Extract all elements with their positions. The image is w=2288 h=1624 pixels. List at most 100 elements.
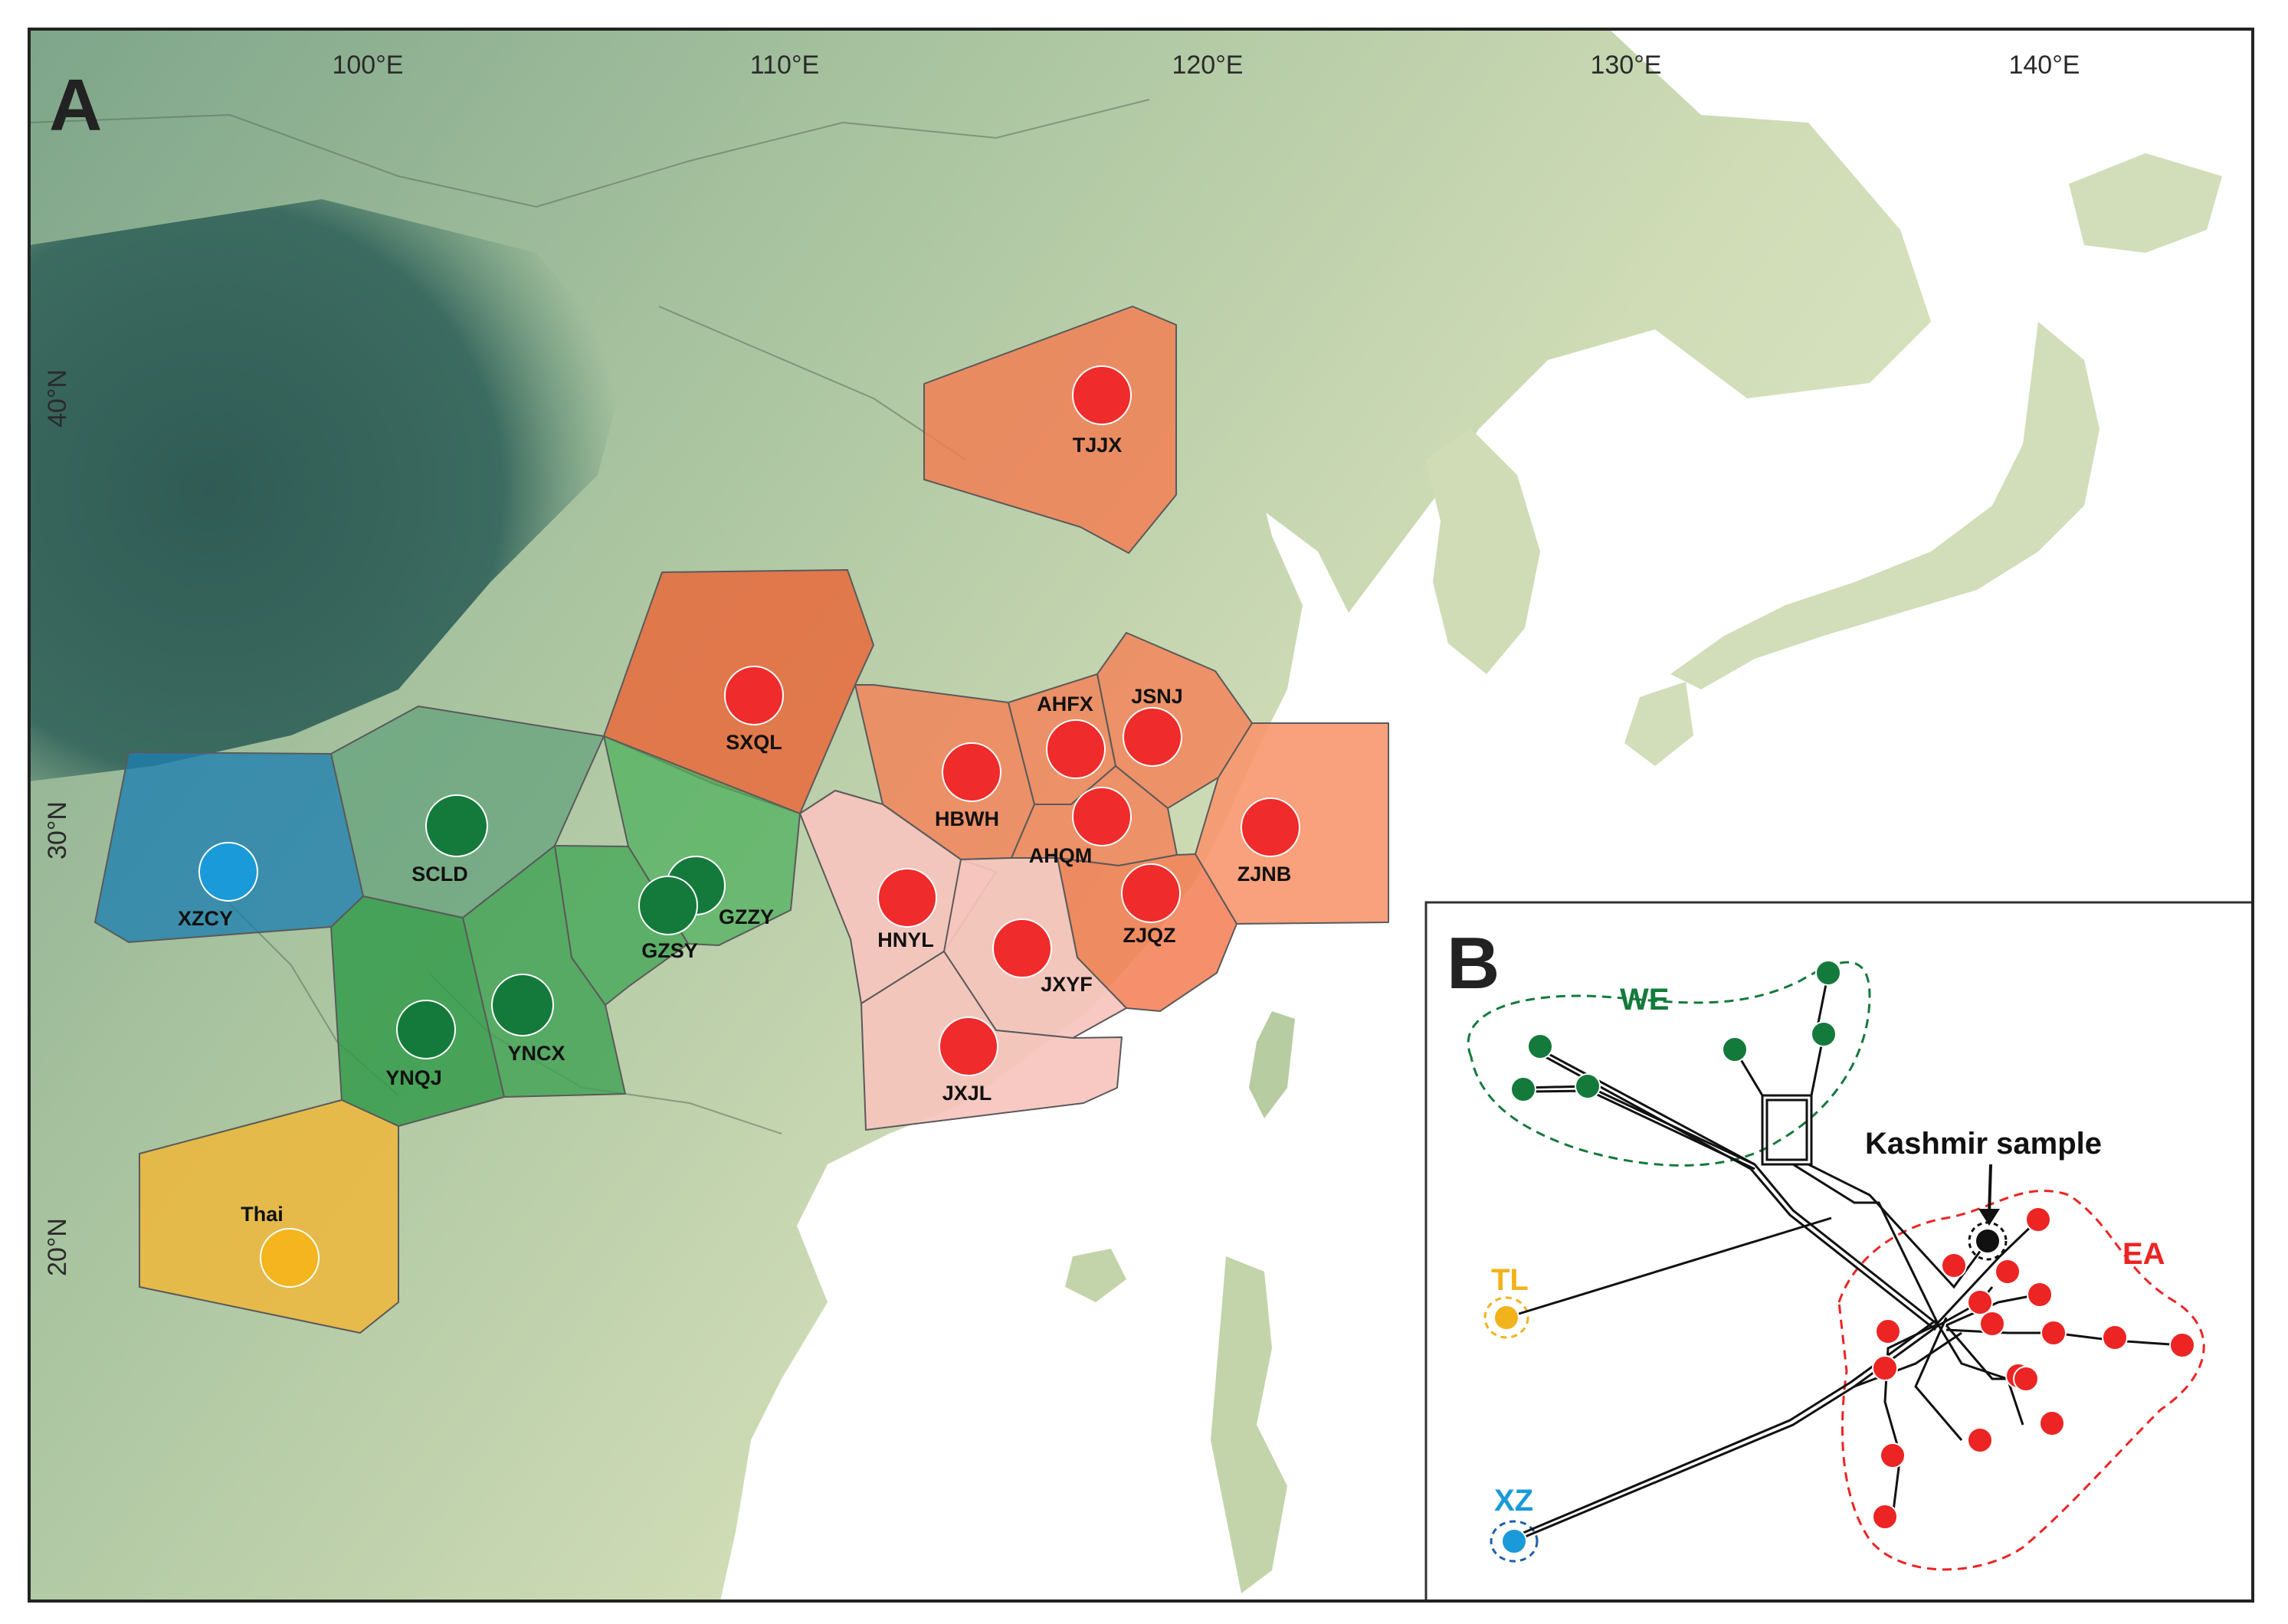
- group-hull-tl: [1483, 1296, 1529, 1339]
- group-label-we: WE: [1620, 983, 1669, 1017]
- kashmir-arrowhead: [1978, 1209, 2000, 1226]
- site-dot-ynqj: [491, 974, 554, 1036]
- site-dot-jxjl: [939, 1017, 998, 1076]
- japan-honshu: [1670, 322, 2100, 689]
- node-ea-7: [2041, 1320, 2067, 1346]
- network-nodes: [1493, 960, 2195, 1554]
- site-dot-tjjx: [1072, 365, 1132, 425]
- node-ea-13: [2013, 1366, 2039, 1392]
- site-label-jsnj: JSNJ: [1131, 685, 1183, 708]
- node-ea-2: [1941, 1252, 1967, 1279]
- node-ea-14: [2039, 1410, 2065, 1436]
- node-tl: [1493, 1305, 1519, 1331]
- japan-hokkaido: [2069, 153, 2222, 253]
- site-dot-ahfx: [1046, 719, 1106, 779]
- node-ea-16: [1880, 1442, 1906, 1468]
- tibetan-plateau: [29, 199, 628, 781]
- borders: [29, 99, 1150, 1135]
- site-dot-sxql: [724, 666, 784, 725]
- site-label-jxjl: JXJL: [942, 1082, 992, 1105]
- site-dot-hnyl: [877, 868, 937, 928]
- node-ea-9: [2169, 1332, 2195, 1358]
- group-label-tl: TL: [1491, 1263, 1529, 1297]
- node-xz: [1501, 1528, 1527, 1554]
- site-label-sxql: SXQL: [726, 731, 782, 754]
- site-dots: [198, 365, 1300, 1288]
- site-label-ahfx: AHFX: [1037, 692, 1093, 715]
- site-label-hbwh: HBWH: [935, 807, 999, 830]
- site-label-gzsy: GZSY: [641, 939, 698, 962]
- site-label-zjnb: ZJNB: [1237, 863, 1292, 886]
- node-we-2: [1510, 1076, 1536, 1102]
- region-polygons: [94, 306, 1389, 1334]
- site-dot-zjqz: [1121, 863, 1181, 923]
- kashmir-arrow: [1988, 1164, 1992, 1216]
- site-label-gzzy: GZZY: [719, 905, 774, 928]
- panel-b-letter: B: [1447, 922, 1500, 1004]
- node-we-5: [1811, 1021, 1837, 1047]
- node-ea-15: [1967, 1427, 1993, 1453]
- node-we-3: [1575, 1073, 1601, 1099]
- map-frame: [28, 28, 2254, 1603]
- site-label-zjqz: ZJQZ: [1123, 924, 1175, 947]
- lon-label-100e: 100°E: [332, 51, 403, 80]
- node-ea-11: [1872, 1355, 1898, 1381]
- lon-label-120e: 120°E: [1172, 51, 1243, 80]
- node-ea-6: [1979, 1311, 2005, 1337]
- site-label-ahqm: AHQM: [1029, 844, 1093, 867]
- node-ea-5: [2027, 1282, 2053, 1308]
- korea-peninsula: [1425, 429, 1540, 674]
- group-label-ea: EA: [2122, 1237, 2165, 1271]
- lon-label-140e: 140°E: [2008, 51, 2080, 80]
- group-hull-xz: [1490, 1520, 1539, 1563]
- site-label-jxyf: JXYF: [1041, 973, 1093, 996]
- site-dot-hbwh: [942, 742, 1001, 802]
- lat-label-40n: 40°N: [43, 369, 72, 427]
- group-label-xz: XZ: [1494, 1484, 1533, 1518]
- site-dot-xzcy: [198, 842, 258, 902]
- node-we-6: [1815, 960, 1841, 986]
- site-dot-gzsy: [638, 876, 698, 935]
- site-dot-ahqm: [1072, 787, 1132, 846]
- site-label-thai: Thai: [241, 1203, 284, 1226]
- node-ea-1: [2025, 1207, 2051, 1233]
- site-label-hnyl: HNYL: [877, 928, 934, 951]
- site-dot-zjnb: [1241, 797, 1300, 857]
- kashmir-callout: Kashmir sample: [1865, 1127, 2102, 1161]
- site-label-xzcy: XZCY: [178, 907, 233, 930]
- node-ea-10: [1875, 1318, 1901, 1344]
- node-we-4: [1722, 1036, 1748, 1062]
- network-inset: WE TL XZ EA Kashmir sample B: [1426, 902, 2253, 1601]
- site-label-yncx: YNQJ: [385, 1066, 442, 1089]
- site-label-ynqj: YNCX: [507, 1042, 565, 1065]
- lat-label-20n: 20°N: [43, 1218, 72, 1276]
- site-dot-yncx: [396, 1000, 456, 1059]
- panel-a-letter: A: [49, 64, 102, 146]
- lon-label-110e: 110°E: [750, 51, 819, 80]
- site-label-tjjx: TJJX: [1073, 434, 1123, 457]
- lat-label-30n: 30°N: [43, 801, 72, 859]
- site-dot-scld: [425, 794, 488, 857]
- site-dot-jsnj: [1123, 707, 1182, 767]
- node-ea-17: [1872, 1504, 1898, 1530]
- node-ea-8: [2102, 1324, 2128, 1351]
- site-labels: TJJX SXQL HBWH AHFX JSNJ AHQM ZJNB HNYL …: [178, 434, 1291, 1226]
- taiwan-island: [1249, 1011, 1295, 1118]
- node-kashmir: [1975, 1228, 2001, 1254]
- site-dot-thai: [260, 1228, 320, 1288]
- lon-label-130e: 130°E: [1590, 51, 1661, 80]
- site-dot-jxyf: [992, 918, 1052, 978]
- node-we-1: [1527, 1033, 1553, 1059]
- japan-kyushu: [1624, 682, 1693, 766]
- region-thai: [139, 1099, 399, 1334]
- group-hull-ea: [1837, 1190, 2205, 1571]
- node-ea-4: [1967, 1289, 1993, 1315]
- node-ea-3: [1995, 1259, 2021, 1285]
- hainan-island: [1065, 1249, 1126, 1302]
- longitude-labels: 100°E 110°E 120°E 130°E 140°E: [332, 51, 2080, 80]
- philippines-islands: [1211, 1256, 1287, 1593]
- group-hull-we: [1467, 961, 1871, 1167]
- inset-background: [1426, 902, 2253, 1601]
- site-label-scld: SCLD: [411, 863, 468, 886]
